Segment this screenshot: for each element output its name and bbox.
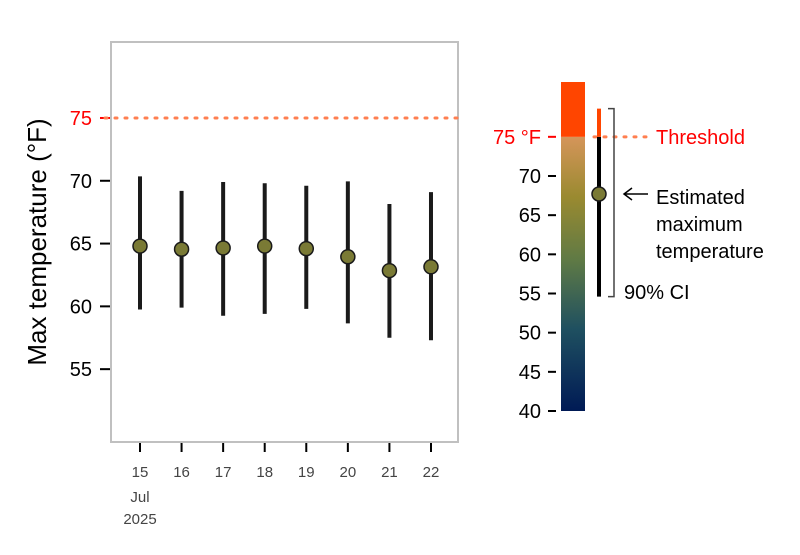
y-tick-label: 65 <box>70 234 92 256</box>
y-tick-label: 75 <box>70 108 92 130</box>
color-scale-above-threshold <box>561 82 585 137</box>
x-axis: 15 16 17 18 19 20 21 22 <box>132 443 440 481</box>
x-tick-label: 21 <box>381 464 398 481</box>
x-tick-label: 20 <box>340 464 357 481</box>
y-axis-label: Max temperature (°F) <box>22 118 52 365</box>
estimate-point <box>340 249 356 265</box>
legend-estimate-point <box>591 186 607 202</box>
legend-estimate-label-1: Estimated <box>656 187 745 209</box>
y-tick-label: 55 <box>70 359 92 381</box>
x-sub-label-year: 2025 <box>123 511 156 528</box>
legend-estimate-label-3: temperature <box>656 241 764 263</box>
y-tick-label: 70 <box>70 171 92 193</box>
x-sub-label-month: Jul <box>130 489 149 506</box>
legend: 40 45 50 55 60 65 70 <box>519 82 650 423</box>
legend-tick-label: 40 <box>519 401 541 423</box>
x-tick-label: 18 <box>256 464 273 481</box>
x-tick-label: 19 <box>298 464 315 481</box>
color-scale-bar <box>561 136 585 412</box>
estimate-point <box>132 238 148 254</box>
estimate-point <box>256 238 273 254</box>
legend-tick-label: 55 <box>519 284 541 306</box>
estimate-point <box>298 240 315 257</box>
estimate-point <box>423 259 439 275</box>
x-tick-label: 16 <box>173 464 190 481</box>
legend-threshold-label: Threshold <box>656 127 745 149</box>
legend-tick-label: 50 <box>519 323 541 345</box>
x-tick-label: 22 <box>423 464 440 481</box>
arrow-left-icon <box>622 187 648 201</box>
estimate-point <box>215 240 231 256</box>
x-tick-label: 17 <box>215 464 232 481</box>
legend-ci-bracket <box>608 107 615 298</box>
x-tick-label: 15 <box>132 464 149 481</box>
plot-panel <box>110 41 459 443</box>
estimate-point <box>381 262 398 279</box>
y-tick-label: 60 <box>70 296 92 318</box>
estimate-point <box>173 241 190 257</box>
legend-tick-label: 65 <box>519 205 541 227</box>
y-axis: 55 60 65 70 75 <box>70 108 110 381</box>
legend-tick-label: 70 <box>519 166 541 188</box>
legend-tick-label: 45 <box>519 362 541 384</box>
legend-estimate-label-2: maximum <box>656 214 743 236</box>
legend-ci-label: 90% CI <box>624 282 690 304</box>
data-marks <box>132 176 439 341</box>
legend-tick-label: 60 <box>519 244 541 266</box>
legend-threshold-tick-label: 75 °F <box>493 127 541 149</box>
